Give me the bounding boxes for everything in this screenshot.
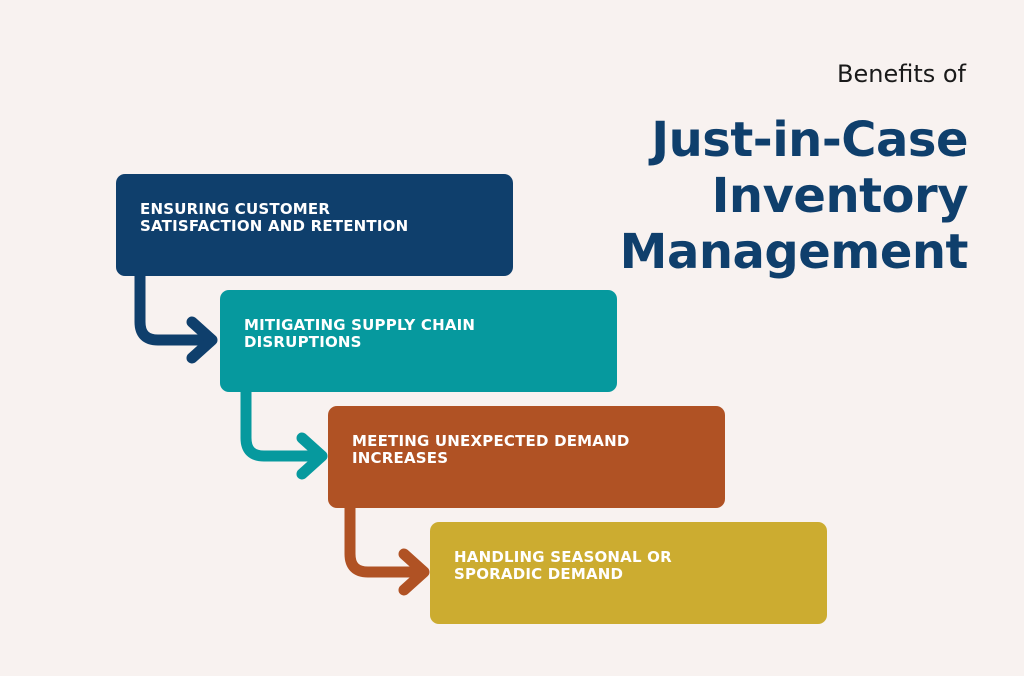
step-box-1: ENSURING CUSTOMER SATISFACTION AND RETEN… bbox=[116, 174, 513, 276]
step-label-2: MITIGATING SUPPLY CHAIN DISRUPTIONS bbox=[244, 316, 476, 351]
title-line-3: Management bbox=[619, 224, 969, 280]
arrow-1-icon bbox=[134, 268, 218, 364]
arrow-2-icon bbox=[240, 384, 328, 480]
subtitle: Benefits of bbox=[837, 60, 966, 88]
step-box-3: MEETING UNEXPECTED DEMAND INCREASES bbox=[328, 406, 725, 508]
step-label-1: ENSURING CUSTOMER SATISFACTION AND RETEN… bbox=[140, 200, 409, 235]
step-box-2: MITIGATING SUPPLY CHAIN DISRUPTIONS bbox=[220, 290, 617, 392]
step-label-3: MEETING UNEXPECTED DEMAND INCREASES bbox=[352, 432, 630, 467]
arrow-3-icon bbox=[344, 500, 430, 596]
step-label-4: HANDLING SEASONAL OR SPORADIC DEMAND bbox=[454, 548, 672, 583]
title-line-2: Inventory bbox=[711, 168, 969, 224]
step-box-4: HANDLING SEASONAL OR SPORADIC DEMAND bbox=[430, 522, 827, 624]
title-line-1: Just-in-Case bbox=[651, 112, 968, 168]
